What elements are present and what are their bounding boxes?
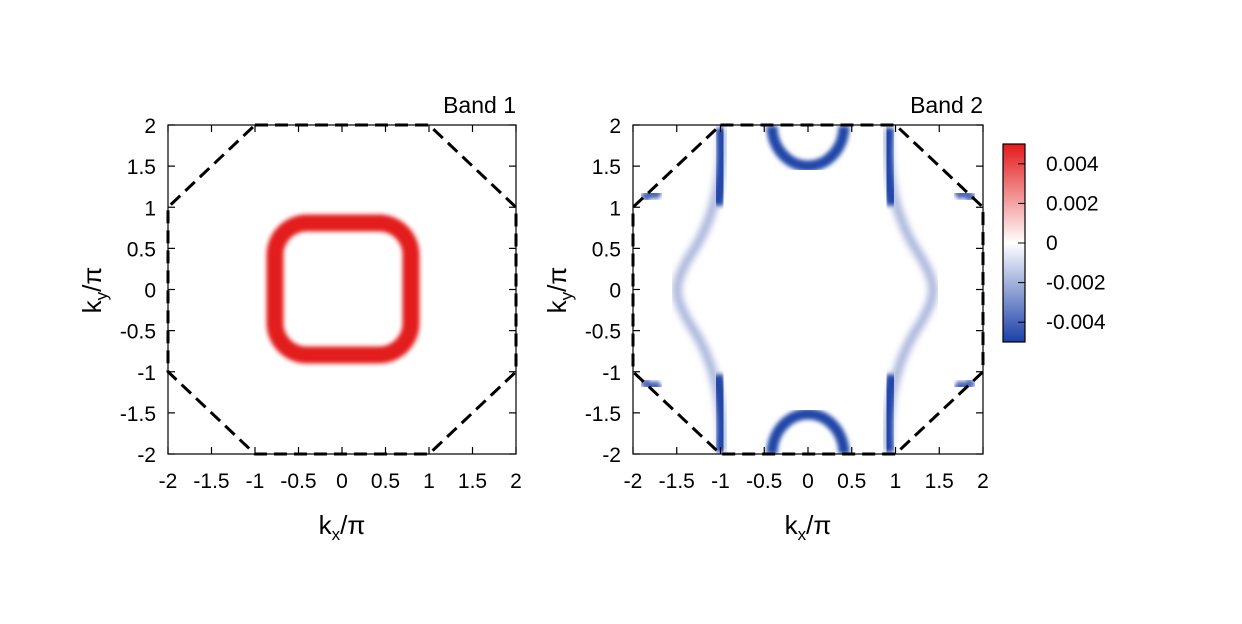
y-tick-label: -1: [137, 362, 156, 385]
x-label-tail: /π: [340, 510, 365, 540]
y-tick-label: 1: [144, 197, 156, 220]
fermi-curve-left: [672, 127, 727, 453]
x-axis-label: kx/π: [785, 510, 832, 544]
axis-ticks: -2 -1.5 -1 -0.5 0 0.5 1 1.5 2 2 1.5 1 0.5 0 -0.5 -1 -1.5…: [585, 115, 989, 493]
y-tick-label: 1: [609, 197, 621, 220]
axis-ticks: -2 -1.5 -1 -0.5 0 0.5 1 1.5 2 2 1.5 1 0.5 0 -0.5 -1 -1.5…: [120, 115, 522, 493]
x-tick-label: 1.5: [458, 470, 487, 493]
fermi-pocket: [953, 377, 977, 391]
x-tick-label: 0: [336, 470, 348, 493]
y-label-tail: /π: [542, 267, 572, 292]
x-label-main: k: [319, 510, 333, 540]
y-tick-label: -2: [137, 444, 156, 467]
panel-band-1: Band 1 -2 -1.5 -1 -0.5 0 0.5 1 1.5 2 2 1.5 1 0.5 0 -0.…: [77, 92, 522, 544]
x-tick-label: -2: [624, 470, 643, 493]
x-tick-label: -0.5: [746, 470, 782, 493]
y-label-main: k: [77, 299, 107, 313]
fermi-curve-left-top-dense: [711, 127, 729, 207]
x-tick-label: -2: [159, 470, 178, 493]
y-axis-label: ky/π: [77, 267, 111, 314]
brillouin-zone-boundary: [166, 123, 518, 456]
colorbar-tick-label: -0.002: [1046, 272, 1106, 295]
x-label-sub: x: [332, 525, 341, 544]
fermi-curve-left-bottom-dense: [711, 373, 729, 453]
x-tick-label: 2: [510, 470, 522, 493]
x-tick-label: -1.5: [659, 470, 695, 493]
x-tick-label: 0: [802, 470, 814, 493]
x-tick-label: 1.5: [925, 470, 954, 493]
y-tick-label: -0.5: [120, 321, 156, 344]
panel-band-2: Band 2 -2 -1.5 -1 -0.5 0 0.5 1 1.5 2 2 1.5 1 0.5 0 -0.…: [542, 92, 989, 544]
y-tick-label: 1.5: [127, 156, 156, 179]
y-tick-label: -1.5: [120, 403, 156, 426]
y-axis-label: ky/π: [542, 267, 576, 314]
colorbar-tick-label: 0.002: [1046, 192, 1099, 215]
panel-title: Band 2: [910, 92, 983, 118]
y-tick-label: 0.5: [592, 238, 621, 261]
x-tick-label: 1: [423, 470, 435, 493]
fermi-pocket: [953, 189, 977, 203]
heatmap-area: [639, 125, 977, 454]
y-tick-label: 0: [609, 280, 621, 303]
x-tick-label: 1: [890, 470, 902, 493]
y-tick-label: -1.5: [585, 403, 621, 426]
y-tick-label: 1.5: [592, 156, 621, 179]
y-tick-label: 2: [144, 115, 156, 138]
fermi-curve-right: [883, 127, 938, 453]
x-tick-label: 2: [977, 470, 989, 493]
x-label-tail: /π: [806, 510, 831, 540]
x-label-main: k: [785, 510, 799, 540]
fermi-arc-top: [766, 125, 850, 172]
panel-title: Band 1: [443, 92, 516, 118]
x-label-sub: x: [798, 525, 807, 544]
fermi-pocket: [639, 377, 663, 391]
fermi-pocket: [639, 189, 663, 203]
colorbar-tick-label: -0.004: [1046, 311, 1106, 334]
heatmap-area: [266, 214, 420, 364]
colorbar-tick-label: 0: [1046, 232, 1058, 255]
fermi-curve-right-bottom-dense: [881, 373, 899, 453]
y-label-main: k: [542, 299, 572, 313]
fermi-ring-red: [266, 214, 420, 364]
y-label-tail: /π: [77, 267, 107, 292]
x-tick-label: 0.5: [837, 470, 866, 493]
fermi-curve-right-top-dense: [881, 127, 899, 207]
y-label-sub: y: [92, 291, 111, 300]
x-tick-label: -0.5: [280, 470, 316, 493]
fermi-arc-bottom: [766, 408, 850, 454]
x-tick-label: -1.5: [193, 470, 229, 493]
y-label-sub: y: [557, 291, 576, 300]
colorbar-tick-label: 0.004: [1046, 153, 1099, 176]
y-tick-label: 2: [609, 115, 621, 138]
x-tick-label: 0.5: [371, 470, 400, 493]
y-tick-label: -1: [602, 362, 621, 385]
colorbar-ticks: 0.004 0.002 0 -0.002 -0.004: [1018, 153, 1106, 334]
x-tick-label: -1: [246, 470, 265, 493]
y-tick-label: 0: [144, 280, 156, 303]
y-tick-label: 0.5: [127, 238, 156, 261]
plot-frame: [167, 124, 517, 455]
y-tick-label: -2: [602, 444, 621, 467]
y-tick-label: -0.5: [585, 321, 621, 344]
x-axis-label: kx/π: [319, 510, 366, 544]
colorbar: 0.004 0.002 0 -0.002 -0.004: [1002, 143, 1106, 343]
x-tick-label: -1: [711, 470, 730, 493]
